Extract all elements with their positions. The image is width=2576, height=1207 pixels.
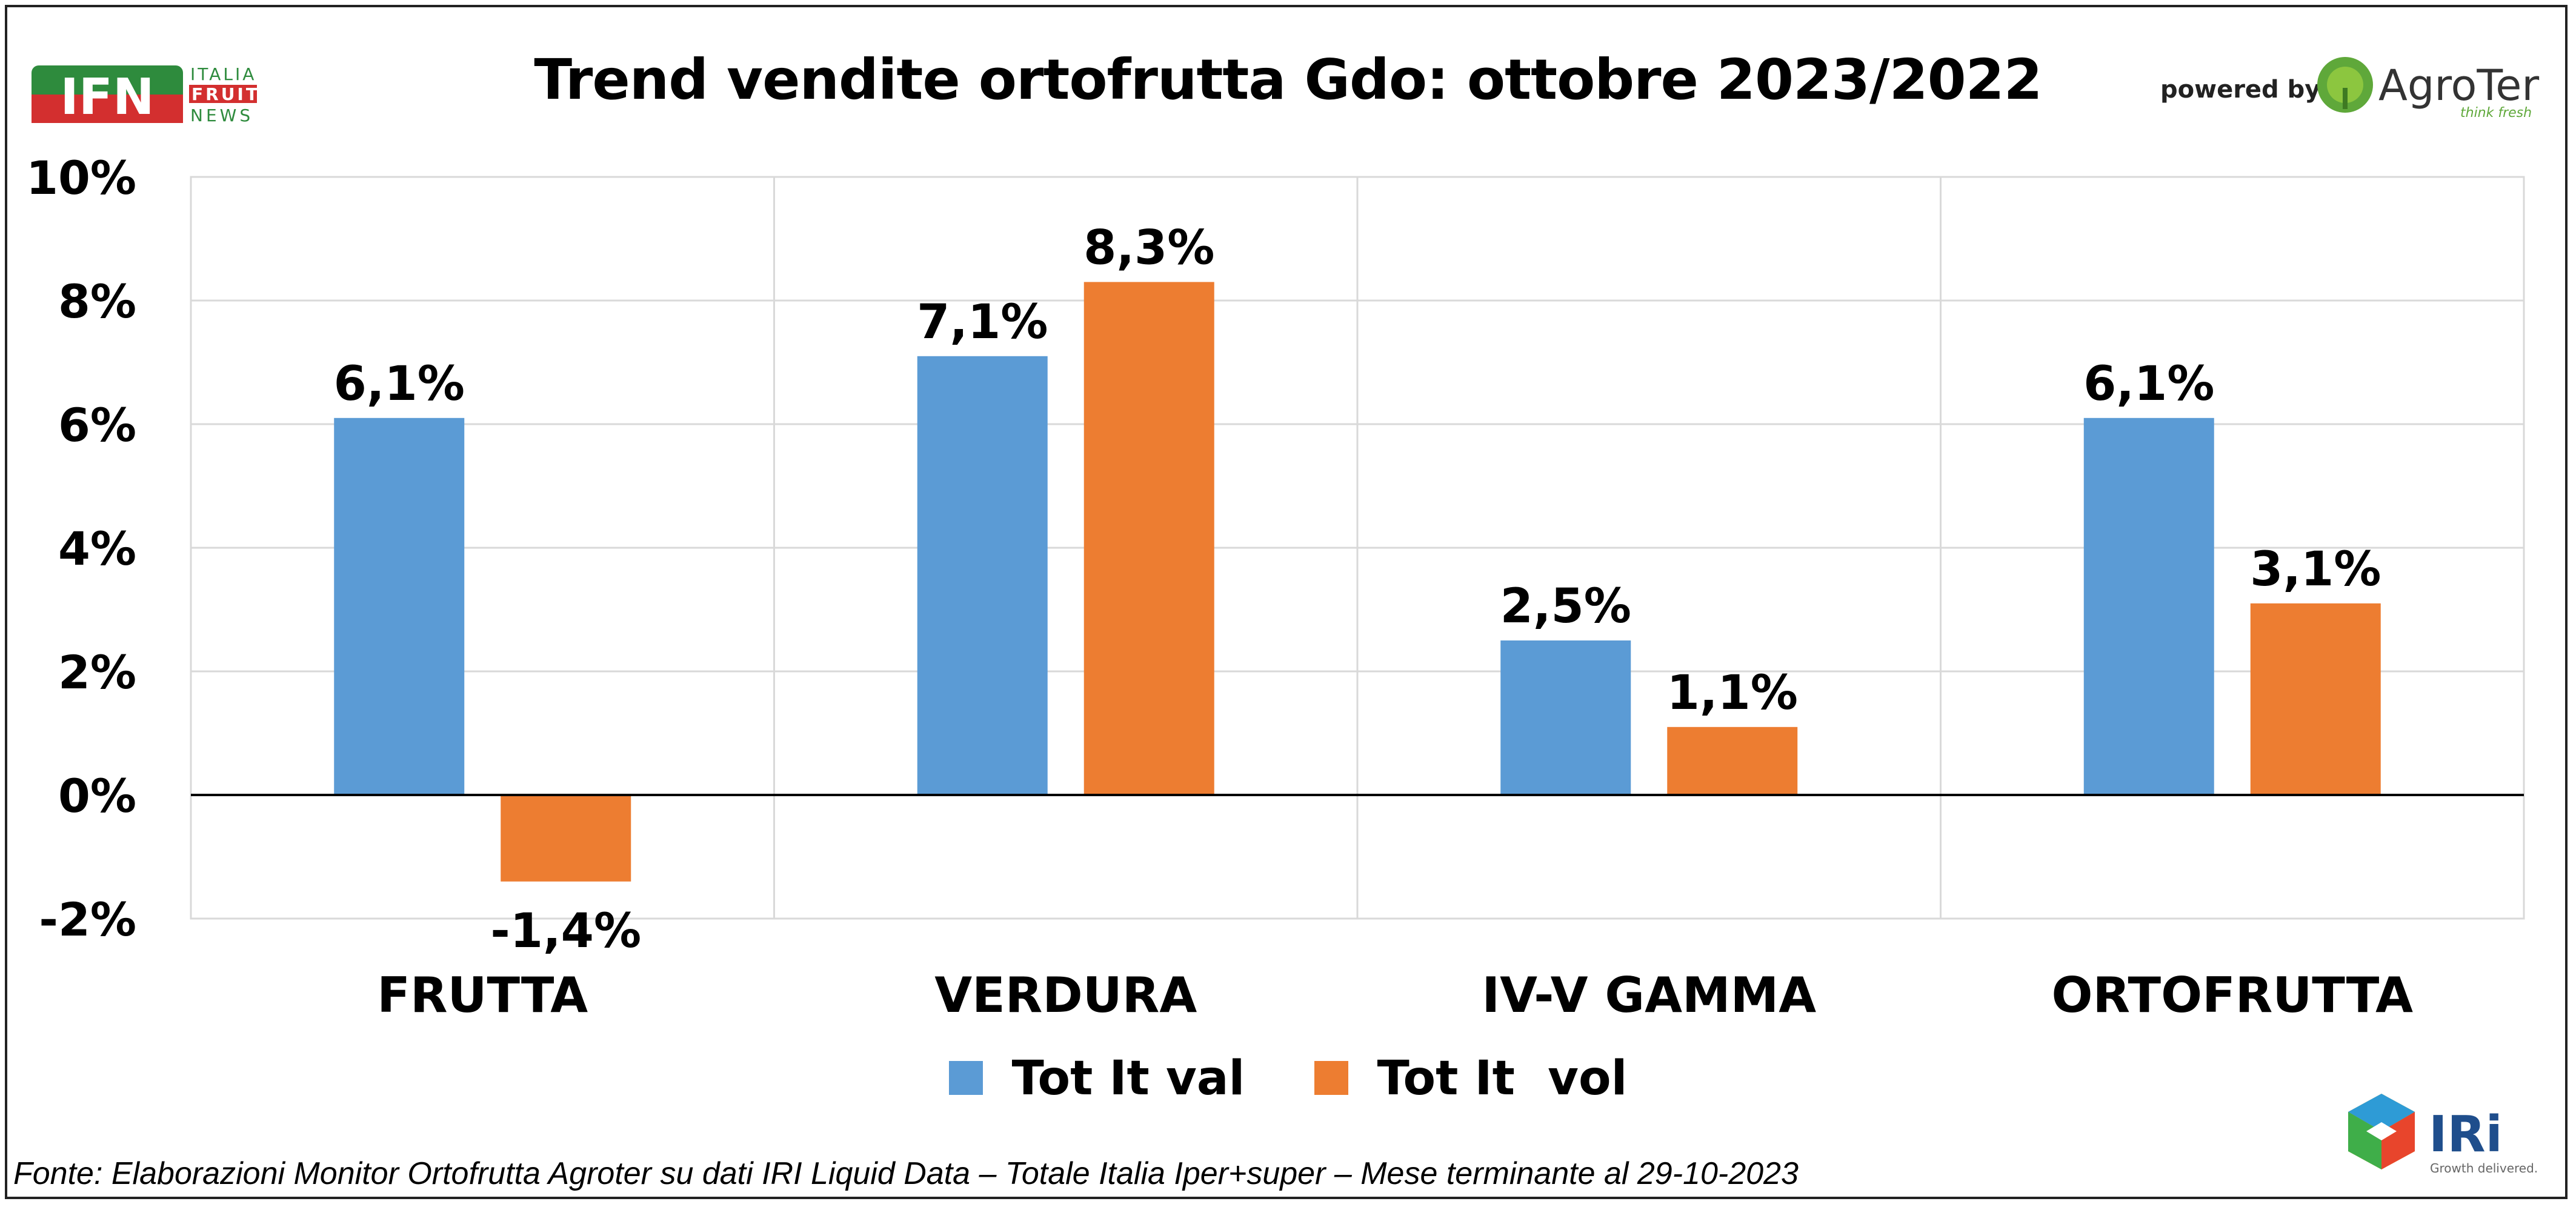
data-label: 1,1% [1667, 666, 1798, 720]
agroter-logo-name: AgroTer [2378, 61, 2539, 110]
agroter-logo-tagline: think fresh [2460, 105, 2532, 121]
source-footnote: Fonte: Elaborazioni Monitor Ortofrutta A… [13, 1156, 1799, 1191]
legend: Tot It val Tot It vol [0, 1051, 2576, 1118]
x-category-label: IV-V GAMMA [1482, 967, 1816, 1023]
iri-logo-tagline: Growth delivered. [2430, 1161, 2538, 1175]
y-tick-label: 2% [58, 645, 136, 699]
data-label: 6,1% [2083, 357, 2214, 411]
ifn-logo-mark: IFN [60, 68, 154, 126]
ifn-logo-line3: NEWS [190, 105, 253, 125]
iri-logo-facet-left [2348, 1112, 2381, 1169]
data-label: 8,3% [1083, 221, 1214, 275]
data-label: 6,1% [334, 357, 465, 411]
bar-val [1500, 640, 1631, 795]
legend-swatch-vol [1314, 1060, 1348, 1095]
iri-logo: IRi Growth delivered. [2348, 1094, 2538, 1175]
y-tick-label: 0% [58, 769, 136, 823]
bar-vol [501, 795, 631, 882]
legend-swatch-val [948, 1060, 983, 1095]
bar-val [334, 417, 465, 795]
powered-by-label: powered by [2160, 76, 2321, 104]
y-tick-label: 10% [26, 151, 136, 205]
bar-vol [2250, 603, 2381, 795]
y-tick-label: 4% [58, 522, 136, 576]
x-category-label: FRUTTA [377, 967, 588, 1023]
iri-logo-facet-top [2348, 1094, 2415, 1131]
agroter-tree-inner [2327, 67, 2363, 103]
y-tick-label: -2% [39, 893, 136, 946]
chart-frame [5, 5, 2568, 1199]
agroter-tree-trunk [2343, 88, 2348, 109]
iri-logo-name: IRi [2429, 1106, 2503, 1163]
iri-logo-center [2366, 1122, 2397, 1140]
legend-label-vol: Tot It vol [1377, 1051, 1628, 1106]
data-label: 3,1% [2250, 542, 2381, 597]
chart-title: Trend vendite ortofrutta Gdo: ottobre 20… [534, 47, 2042, 112]
iri-logo-facet-right [2381, 1112, 2415, 1169]
x-category-label: ORTOFRUTTA [2052, 967, 2414, 1023]
data-label: 7,1% [917, 295, 1048, 350]
ifn-logo-fruit-band [189, 85, 257, 103]
bar-vol [1083, 282, 1214, 795]
data-label: -1,4% [490, 904, 641, 959]
legend-item-val: Tot It val [948, 1051, 1245, 1106]
ifn-logo-line2: FRUIT [191, 84, 260, 104]
agroter-logo: AgroTer think fresh [2317, 57, 2539, 121]
bar-val [2083, 417, 2214, 795]
legend-item-vol: Tot It vol [1314, 1051, 1628, 1106]
x-category-label: VERDURA [934, 967, 1197, 1023]
data-label: 2,5% [1500, 579, 1631, 634]
legend-label-val: Tot It val [1011, 1051, 1245, 1106]
y-tick-label: 8% [58, 274, 136, 328]
y-tick-label: 6% [58, 398, 136, 452]
ifn-logo-line1: ITALIA [190, 65, 256, 84]
bar-vol [1667, 727, 1798, 795]
bar-val [917, 356, 1048, 795]
ifn-logo: IFN ITALIA FRUIT NEWS [32, 65, 260, 126]
ifn-logo-red [32, 95, 183, 123]
